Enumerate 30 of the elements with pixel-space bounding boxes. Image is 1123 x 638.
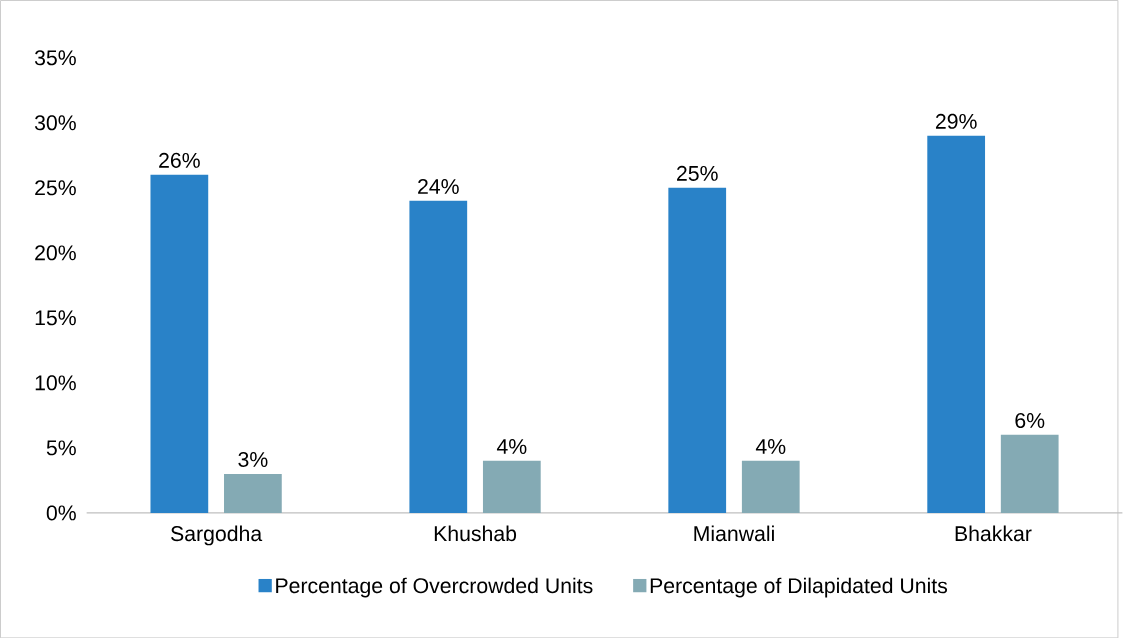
bar: [741, 460, 800, 513]
data-label: 4%: [496, 438, 527, 454]
bar: [482, 460, 541, 513]
data-label: 24%: [418, 178, 459, 194]
data-label: 26%: [159, 152, 200, 168]
data-label: 29%: [935, 113, 977, 129]
bar: [927, 135, 986, 513]
y-tick-label: 35%: [34, 50, 76, 66]
y-tick-label: 15%: [35, 310, 76, 326]
y-tick-label: 0%: [46, 505, 76, 521]
x-tick-label: Sargodha: [171, 525, 263, 546]
data-label: 3%: [238, 451, 268, 467]
bar: [409, 200, 468, 513]
data-label: 6%: [1015, 412, 1045, 428]
x-tick-label: Khushab: [434, 525, 517, 541]
legend-label: Percentage of Dilapidated Units: [650, 577, 948, 598]
data-label: 4%: [755, 438, 786, 454]
bar: [668, 187, 727, 513]
bar: [1000, 434, 1059, 513]
y-tick-label: 30%: [34, 115, 76, 131]
y-tick-label: 20%: [35, 245, 76, 261]
data-label: 25%: [677, 165, 718, 181]
legend-label: Percentage of Overcrowded Units: [276, 577, 593, 598]
y-tick-label: 5%: [46, 440, 76, 456]
y-tick-label: 10%: [35, 375, 76, 391]
x-tick-label: Bhakkar: [955, 525, 1032, 541]
y-tick-label: 25%: [35, 180, 76, 196]
x-tick-label: Mianwali: [694, 525, 774, 541]
bar: [150, 174, 209, 513]
bar: [224, 473, 282, 513]
